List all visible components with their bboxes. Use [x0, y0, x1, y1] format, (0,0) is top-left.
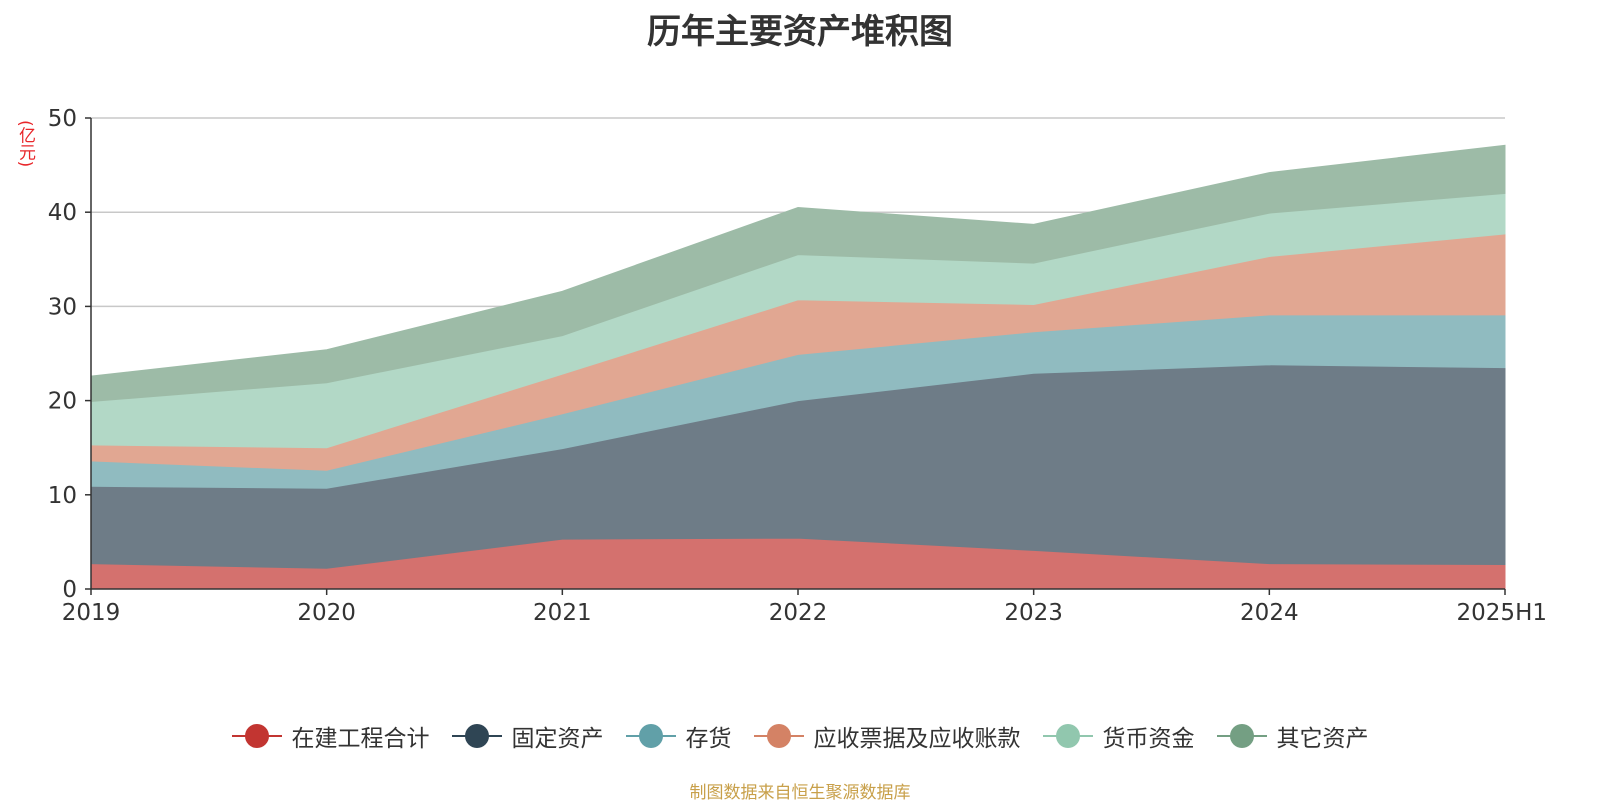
legend-marker-icon — [1216, 723, 1267, 749]
y-tick-label: 50 — [48, 106, 77, 132]
x-tick-label: 2024 — [1240, 600, 1299, 626]
x-tick-label: 2021 — [533, 600, 592, 626]
y-tick-label: 40 — [48, 200, 77, 226]
x-tick-label: 2019 — [62, 600, 121, 626]
y-tick-label: 20 — [48, 389, 77, 415]
legend-marker-icon — [753, 723, 804, 749]
legend-item[interactable]: 货币资金 — [1042, 719, 1195, 753]
legend-label: 应收票据及应收账款 — [813, 726, 1021, 752]
legend-label: 存货 — [685, 726, 732, 752]
y-tick-label: 10 — [48, 483, 77, 509]
legend: 在建工程合计 固定资产 存货 应收票据及应收账款 货币资金 其它资产 — [0, 718, 1600, 754]
y-tick-label: 30 — [48, 294, 77, 320]
x-tick-label: 2020 — [297, 600, 356, 626]
legend-marker-icon — [231, 723, 282, 749]
x-tick-label: 2022 — [769, 600, 828, 626]
legend-label: 固定资产 — [511, 726, 604, 752]
x-tick-label: 2023 — [1004, 600, 1063, 626]
legend-marker-icon — [625, 723, 676, 749]
legend-label: 在建工程合计 — [291, 726, 430, 752]
legend-item[interactable]: 固定资产 — [451, 719, 604, 753]
legend-label: 货币资金 — [1102, 726, 1195, 752]
x-tick-label: 2025H1 — [1457, 600, 1547, 626]
legend-marker-icon — [1042, 723, 1093, 749]
legend-item[interactable]: 应收票据及应收账款 — [753, 719, 1021, 753]
data-source-note: 制图数据来自恒生聚源数据库 — [689, 783, 911, 803]
chart-title: 历年主要资产堆积图 — [647, 12, 953, 52]
area-series-6 — [90, 144, 1506, 403]
legend-item[interactable]: 存货 — [625, 719, 732, 753]
area-series-layer — [90, 144, 1506, 590]
y-axis-unit-label: (亿元) — [15, 120, 35, 168]
y-tick-label: 0 — [62, 577, 77, 603]
legend-item[interactable]: 在建工程合计 — [231, 719, 430, 753]
legend-item[interactable]: 其它资产 — [1216, 719, 1369, 753]
legend-marker-icon — [451, 723, 502, 749]
legend-label: 其它资产 — [1276, 726, 1369, 752]
axes: 0 10 20 30 40 50 2019 2020 2021 2022 2023 2024 2025H… — [48, 106, 1547, 626]
